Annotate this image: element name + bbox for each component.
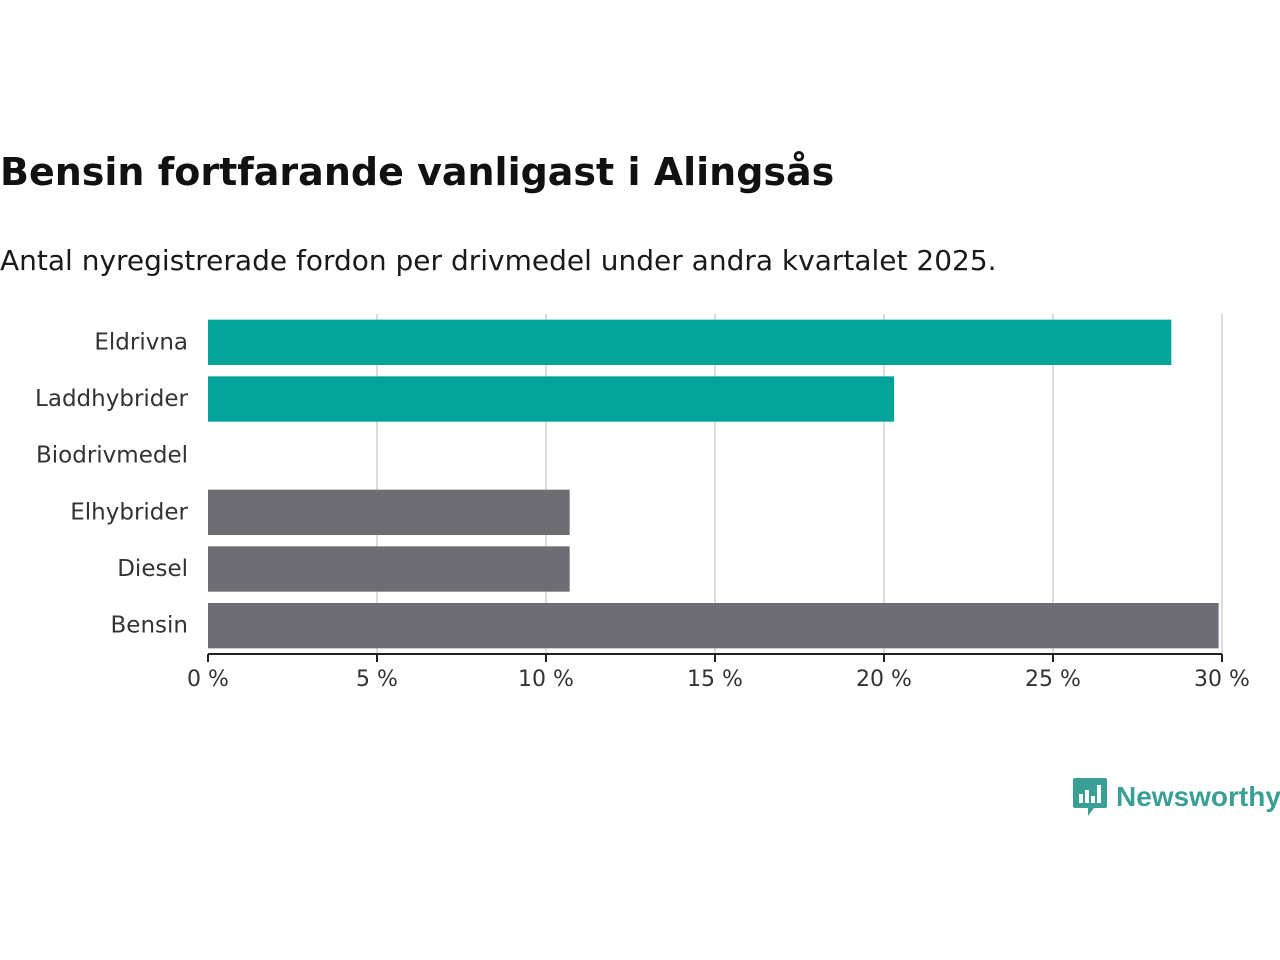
bar-diesel: [208, 546, 570, 592]
gridlines: [376, 314, 1223, 654]
bar-bensin: [208, 603, 1219, 649]
x-axis: 0 % 5 % 10 % 15 % 20 % 25 % 30 %: [187, 653, 1250, 692]
category-labels: Eldrivna Laddhybrider Biodrivmedel Elhybrid…: [35, 329, 188, 638]
x-tick-label: 25 %: [1025, 667, 1081, 692]
bar-chart-speech-bubble-icon: [1073, 778, 1107, 816]
category-label: Laddhybrider: [35, 386, 188, 412]
x-tick-label: 15 %: [687, 667, 743, 692]
category-label: Bensin: [111, 613, 188, 639]
category-label: Biodrivmedel: [36, 443, 188, 469]
bar-eldrivna: [208, 319, 1172, 365]
category-label: Eldrivna: [94, 329, 188, 355]
category-label: Elhybrider: [70, 499, 188, 525]
x-tick-label: 0 %: [187, 667, 229, 692]
x-tick-label: 10 %: [518, 667, 574, 692]
x-tick-label: 30 %: [1194, 667, 1250, 692]
x-tick-label: 20 %: [856, 667, 912, 692]
bar-chart: Eldrivna Laddhybrider Biodrivmedel Elhybrid…: [35, 314, 1250, 692]
brand-name: Newsworthy: [1116, 781, 1280, 812]
chart-title: Bensin fortfarande vanligast i Alingsås: [0, 150, 835, 194]
chart-subtitle: Antal nyregistrerade fordon per drivmede…: [0, 244, 997, 277]
category-label: Diesel: [117, 556, 188, 582]
x-tick-label: 5 %: [356, 667, 398, 692]
bar-elhybrider: [208, 489, 570, 535]
newsworthy-logo: Newsworthy: [1072, 776, 1280, 818]
bar-laddhybrider: [208, 376, 895, 422]
bars: [208, 319, 1219, 649]
